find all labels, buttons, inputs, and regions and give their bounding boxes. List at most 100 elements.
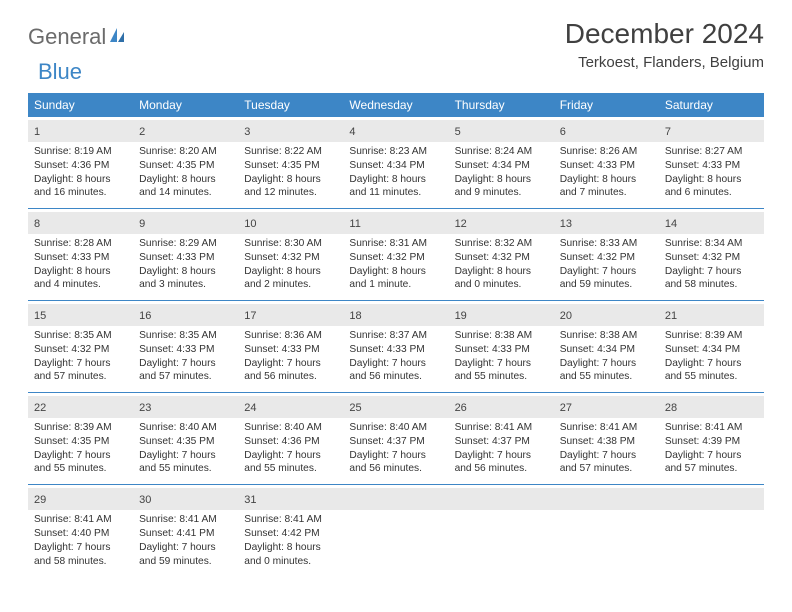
day-info: Sunrise: 8:19 AMSunset: 4:36 PMDaylight:…: [34, 145, 127, 200]
day-info: Sunrise: 8:41 AMSunset: 4:42 PMDaylight:…: [244, 513, 337, 568]
sunset: Sunset: 4:39 PM: [665, 435, 758, 449]
day-number: 16: [139, 310, 151, 322]
day-cell: 12Sunrise: 8:32 AMSunset: 4:32 PMDayligh…: [449, 209, 554, 300]
day-info: Sunrise: 8:40 AMSunset: 4:35 PMDaylight:…: [139, 421, 232, 476]
logo-text-general: General: [28, 24, 106, 50]
daynum-row: 12: [449, 212, 554, 234]
daylight-line1: Daylight: 8 hours: [349, 265, 442, 279]
daynum-row: 13: [554, 212, 659, 234]
day-number: 15: [34, 310, 46, 322]
day-info: Sunrise: 8:39 AMSunset: 4:34 PMDaylight:…: [665, 329, 758, 384]
day-info: Sunrise: 8:41 AMSunset: 4:38 PMDaylight:…: [560, 421, 653, 476]
daynum-row: 17: [238, 304, 343, 326]
daylight-line2: and 9 minutes.: [455, 186, 548, 200]
daylight-line1: Daylight: 8 hours: [139, 173, 232, 187]
day-number: 11: [349, 218, 360, 230]
daylight-line2: and 14 minutes.: [139, 186, 232, 200]
day-cell: 10Sunrise: 8:30 AMSunset: 4:32 PMDayligh…: [238, 209, 343, 300]
daylight-line2: and 57 minutes.: [665, 462, 758, 476]
daynum-row: 24: [238, 396, 343, 418]
daylight-line2: and 57 minutes.: [34, 370, 127, 384]
day-cell: 16Sunrise: 8:35 AMSunset: 4:33 PMDayligh…: [133, 301, 238, 392]
day-number: 9: [139, 218, 145, 230]
day-cell: 11Sunrise: 8:31 AMSunset: 4:32 PMDayligh…: [343, 209, 448, 300]
day-number: 26: [455, 402, 467, 414]
sunrise: Sunrise: 8:30 AM: [244, 237, 337, 251]
daylight-line1: Daylight: 7 hours: [665, 449, 758, 463]
day-cell: 9 Sunrise: 8:29 AMSunset: 4:33 PMDaylight…: [133, 209, 238, 300]
sunrise: Sunrise: 8:32 AM: [455, 237, 548, 251]
day-number: 19: [455, 310, 467, 322]
sunset: Sunset: 4:35 PM: [244, 159, 337, 173]
week-row: 22Sunrise: 8:39 AMSunset: 4:35 PMDayligh…: [28, 392, 764, 484]
sunset: Sunset: 4:37 PM: [349, 435, 442, 449]
day-info: Sunrise: 8:36 AMSunset: 4:33 PMDaylight:…: [244, 329, 337, 384]
daynum-row: [659, 488, 764, 510]
daynum-row: 27: [554, 396, 659, 418]
daylight-line1: Daylight: 8 hours: [244, 173, 337, 187]
day-info: Sunrise: 8:30 AMSunset: 4:32 PMDaylight:…: [244, 237, 337, 292]
daynum-row: 5: [449, 120, 554, 142]
day-number: 25: [349, 402, 361, 414]
daynum-row: 2: [133, 120, 238, 142]
sunrise: Sunrise: 8:41 AM: [139, 513, 232, 527]
logo: General: [28, 24, 126, 50]
daylight-line2: and 59 minutes.: [139, 555, 232, 569]
day-cell: 31 Sunrise: 8:41 AMSunset: 4:42 PMDayligh…: [238, 485, 343, 576]
day-cell: 8Sunrise: 8:28 AMSunset: 4:33 PMDaylight…: [28, 209, 133, 300]
day-info: Sunrise: 8:29 AMSunset: 4:33 PMDaylight:…: [139, 237, 232, 292]
daynum-row: 28: [659, 396, 764, 418]
daylight-line1: Daylight: 8 hours: [455, 265, 548, 279]
daylight-line1: Daylight: 8 hours: [34, 173, 127, 187]
daylight-line1: Daylight: 7 hours: [34, 541, 127, 555]
daynum-row: 25: [343, 396, 448, 418]
day-number: 4: [349, 126, 355, 138]
daylight-line1: Daylight: 7 hours: [560, 357, 653, 371]
day-cell: 24Sunrise: 8:40 AMSunset: 4:36 PMDayligh…: [238, 393, 343, 484]
daylight-line1: Daylight: 8 hours: [455, 173, 548, 187]
day-number: 22: [34, 402, 46, 414]
sunrise: Sunrise: 8:28 AM: [34, 237, 127, 251]
day-cell: 28Sunrise: 8:41 AMSunset: 4:39 PMDayligh…: [659, 393, 764, 484]
daynum-row: [343, 488, 448, 510]
day-number: 31: [244, 494, 256, 506]
sunset: Sunset: 4:41 PM: [139, 527, 232, 541]
dow-sunday: Sunday: [28, 93, 133, 117]
sunrise: Sunrise: 8:23 AM: [349, 145, 442, 159]
day-info: Sunrise: 8:23 AMSunset: 4:34 PMDaylight:…: [349, 145, 442, 200]
day-cell: 27 Sunrise: 8:41 AMSunset: 4:38 PMDayligh…: [554, 393, 659, 484]
dow-monday: Monday: [133, 93, 238, 117]
day-number: 3: [244, 126, 250, 138]
daynum-row: 6: [554, 120, 659, 142]
sunrise: Sunrise: 8:29 AM: [139, 237, 232, 251]
daylight-line2: and 58 minutes.: [34, 555, 127, 569]
title-block: December 2024 Terkoest, Flanders, Belgiu…: [565, 18, 764, 71]
sunrise: Sunrise: 8:40 AM: [244, 421, 337, 435]
daynum-row: 19: [449, 304, 554, 326]
month-title: December 2024: [565, 18, 764, 50]
daynum-row: 23: [133, 396, 238, 418]
sunrise: Sunrise: 8:35 AM: [34, 329, 127, 343]
daylight-line2: and 56 minutes.: [244, 370, 337, 384]
sunset: Sunset: 4:32 PM: [244, 251, 337, 265]
daylight-line2: and 55 minutes.: [34, 462, 127, 476]
sunset: Sunset: 4:42 PM: [244, 527, 337, 541]
location: Terkoest, Flanders, Belgium: [565, 54, 764, 71]
daylight-line1: Daylight: 7 hours: [665, 357, 758, 371]
day-cell: 20Sunrise: 8:38 AMSunset: 4:34 PMDayligh…: [554, 301, 659, 392]
daylight-line1: Daylight: 7 hours: [139, 541, 232, 555]
day-cell: 6 Sunrise: 8:26 AMSunset: 4:33 PMDaylight…: [554, 117, 659, 208]
daynum-row: 15: [28, 304, 133, 326]
sunset: Sunset: 4:32 PM: [665, 251, 758, 265]
daylight-line2: and 7 minutes.: [560, 186, 653, 200]
daylight-line1: Daylight: 8 hours: [665, 173, 758, 187]
daylight-line2: and 55 minutes.: [665, 370, 758, 384]
day-number: 20: [560, 310, 572, 322]
day-cell: 14Sunrise: 8:34 AMSunset: 4:32 PMDayligh…: [659, 209, 764, 300]
day-info: Sunrise: 8:40 AMSunset: 4:37 PMDaylight:…: [349, 421, 442, 476]
day-info: Sunrise: 8:34 AMSunset: 4:32 PMDaylight:…: [665, 237, 758, 292]
day-info: Sunrise: 8:26 AMSunset: 4:33 PMDaylight:…: [560, 145, 653, 200]
day-number: 27: [560, 402, 572, 414]
day-number: 8: [34, 218, 40, 230]
daynum-row: 7: [659, 120, 764, 142]
